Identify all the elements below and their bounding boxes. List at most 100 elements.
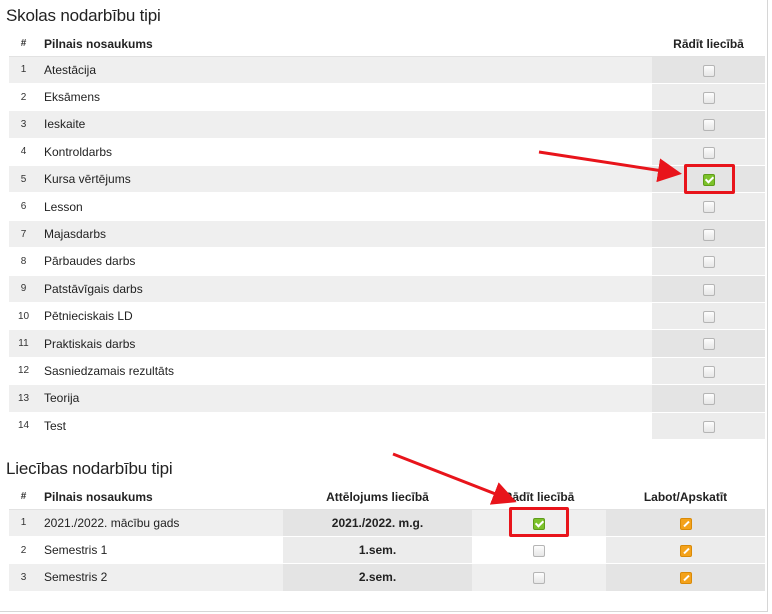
row-name: Atestācija — [38, 56, 652, 84]
row-name: Sasniedzamais rezultāts — [38, 357, 652, 386]
show-in-report-cell — [472, 536, 606, 565]
show-in-report-cell — [652, 247, 765, 276]
row-display-name: 2021./2022. m.g. — [283, 509, 472, 537]
show-in-report-cell — [652, 56, 765, 84]
table-row: 11 Praktiskais darbs — [9, 329, 765, 358]
row-name: Test — [38, 412, 652, 440]
show-in-report-cell — [472, 563, 606, 592]
show-in-report-cell — [652, 83, 765, 112]
show-in-report-cell — [652, 220, 765, 249]
show-in-report-checkbox[interactable] — [702, 283, 715, 296]
show-in-report-cell — [652, 329, 765, 358]
table-row: 9 Patstāvīgais darbs — [9, 275, 765, 304]
show-in-report-checkbox[interactable] — [702, 228, 715, 241]
school-types-title: Skolas nodarbību tipi — [6, 6, 161, 25]
table-row: 7 Majasdarbs — [9, 220, 765, 249]
col-name-header: Pilnais nosaukums — [38, 485, 283, 510]
edit-cell — [606, 509, 765, 537]
show-in-report-checkbox[interactable] — [702, 256, 715, 269]
table-row: 3 Ieskaite — [9, 110, 765, 139]
row-number: 3 — [9, 110, 38, 139]
edit-cell — [606, 563, 765, 592]
col-num-header: # — [9, 485, 38, 510]
row-number: 14 — [9, 412, 38, 440]
col-display-header: Attēlojums liecībā — [283, 485, 472, 510]
col-show-header: Rādīt liecībā — [472, 485, 606, 510]
show-in-report-checkbox[interactable] — [533, 517, 545, 530]
col-show-header: Rādīt liecībā — [652, 32, 765, 57]
table-row: 3 Semestris 2 2.sem. — [9, 563, 765, 592]
show-in-report-cell — [652, 302, 765, 331]
col-edit-header: Labot/Apskatīt — [606, 485, 765, 510]
show-in-report-cell — [652, 110, 765, 139]
row-name: Ieskaite — [38, 110, 652, 139]
report-types-header-row: # Pilnais nosaukums Attēlojums liecībā R… — [9, 485, 765, 510]
row-number: 5 — [9, 165, 38, 194]
show-in-report-checkbox[interactable] — [702, 64, 715, 77]
table-row: 10 Pētnieciskais LD — [9, 302, 765, 331]
row-name: Semestris 2 — [38, 563, 283, 592]
show-in-report-checkbox[interactable] — [702, 146, 715, 159]
row-number: 6 — [9, 192, 38, 221]
edit-pencil-icon[interactable] — [679, 544, 692, 557]
row-number: 10 — [9, 302, 38, 331]
row-name: Teorija — [38, 384, 652, 413]
row-number: 13 — [9, 384, 38, 413]
row-number: 12 — [9, 357, 38, 386]
school-types-header-row: # Pilnais nosaukums Rādīt liecībā — [9, 32, 765, 57]
row-name: Praktiskais darbs — [38, 329, 652, 358]
show-in-report-cell — [472, 509, 606, 537]
table-row: 8 Pārbaudes darbs — [9, 247, 765, 276]
show-in-report-checkbox[interactable] — [702, 393, 715, 406]
show-in-report-cell — [652, 192, 765, 221]
show-in-report-cell — [652, 275, 765, 304]
edit-pencil-icon[interactable] — [679, 572, 692, 585]
row-name: Majasdarbs — [38, 220, 652, 249]
show-in-report-cell — [652, 357, 765, 386]
table-row: 4 Kontroldarbs — [9, 138, 765, 167]
show-in-report-checkbox[interactable] — [702, 311, 715, 324]
row-name: Patstāvīgais darbs — [38, 275, 652, 304]
show-in-report-checkbox[interactable] — [702, 91, 715, 104]
table-row: 13 Teorija — [9, 384, 765, 413]
row-number: 9 — [9, 275, 38, 304]
table-row: 12 Sasniedzamais rezultāts — [9, 357, 765, 386]
show-in-report-checkbox[interactable] — [702, 201, 715, 214]
row-number: 8 — [9, 247, 38, 276]
show-in-report-checkbox[interactable] — [702, 365, 715, 378]
row-number: 2 — [9, 83, 38, 112]
show-in-report-cell — [652, 384, 765, 413]
show-in-report-checkbox[interactable] — [702, 119, 715, 132]
table-row: 1 2021./2022. mācību gads 2021./2022. m.g. — [9, 509, 765, 537]
table-row: 6 Lesson — [9, 192, 765, 221]
row-number: 4 — [9, 138, 38, 167]
school-types-table: # Pilnais nosaukums Rādīt liecībā 1 Atest… — [9, 32, 765, 440]
row-name: Eksāmens — [38, 83, 652, 112]
show-in-report-checkbox[interactable] — [702, 338, 715, 351]
table-row: 2 Semestris 1 1.sem. — [9, 536, 765, 565]
row-number: 2 — [9, 536, 38, 565]
row-name: Pētnieciskais LD — [38, 302, 652, 331]
row-number: 1 — [9, 509, 38, 537]
col-name-header: Pilnais nosaukums — [38, 32, 652, 57]
col-num-header: # — [9, 32, 38, 57]
show-in-report-cell — [652, 412, 765, 440]
highlight-box-macibu-gads — [509, 507, 569, 537]
edit-pencil-icon[interactable] — [679, 517, 692, 530]
table-row: 5 Kursa vērtējums — [9, 165, 765, 194]
row-name: Semestris 1 — [38, 536, 283, 565]
row-name: Kontroldarbs — [38, 138, 652, 167]
report-types-table: # Pilnais nosaukums Attēlojums liecībā R… — [9, 485, 765, 592]
show-in-report-checkbox[interactable] — [702, 174, 715, 187]
row-display-name: 1.sem. — [283, 536, 472, 565]
show-in-report-checkbox[interactable] — [702, 420, 715, 433]
show-in-report-checkbox[interactable] — [533, 572, 545, 585]
report-types-title: Liecības nodarbību tipi — [6, 459, 173, 478]
row-name: Lesson — [38, 192, 652, 221]
table-row: 1 Atestācija — [9, 56, 765, 84]
show-in-report-checkbox[interactable] — [533, 544, 545, 557]
table-row: 2 Eksāmens — [9, 83, 765, 112]
row-number: 7 — [9, 220, 38, 249]
show-in-report-cell — [652, 138, 765, 167]
